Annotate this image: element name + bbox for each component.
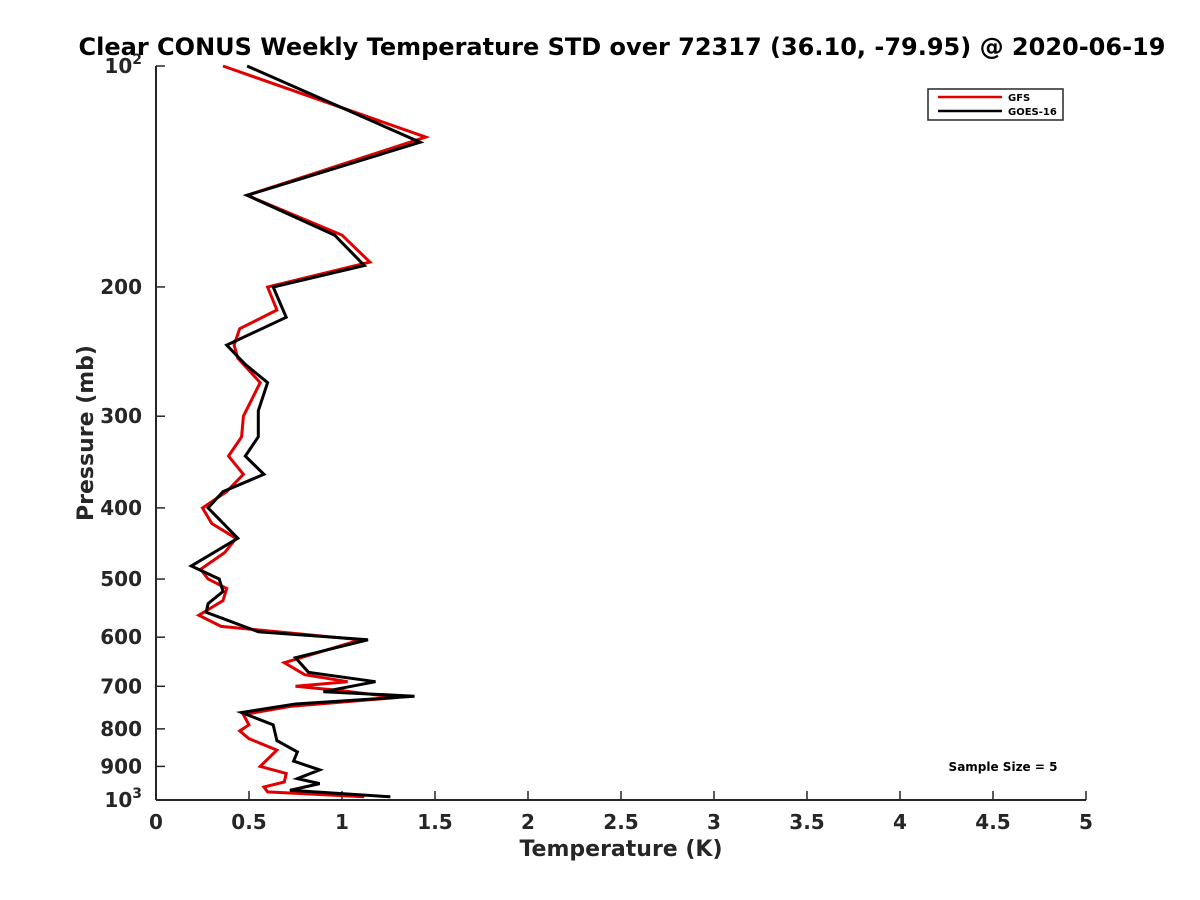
y-tick-label: 800 xyxy=(100,717,142,741)
series-line-gfs xyxy=(195,64,431,799)
x-tick-label: 3.5 xyxy=(789,810,824,834)
x-tick-label: 4.5 xyxy=(975,810,1010,834)
sample-size-note: Sample Size = 5 xyxy=(949,760,1058,774)
legend-box xyxy=(927,88,1064,121)
legend-label-goes16: GOES-16 xyxy=(1008,107,1057,118)
x-tick-label: 0 xyxy=(149,810,163,834)
plot-axes xyxy=(155,66,1086,801)
x-tick-label: 2.5 xyxy=(603,810,638,834)
legend: GFS GOES-16 xyxy=(927,88,1064,121)
y-tick-label: 103 xyxy=(104,786,142,812)
y-tick-label: 600 xyxy=(100,625,142,649)
y-tick-label: 102 xyxy=(104,52,142,78)
y-tick-label: 400 xyxy=(100,496,142,520)
y-axis-label: Pressure (mb) xyxy=(74,345,99,521)
x-axis-ticks: 0 0.5 1 1.5 2 2.5 3 3.5 4 4.5 5 xyxy=(149,791,1093,834)
series-layer xyxy=(188,64,431,799)
x-tick-label: 3 xyxy=(707,810,721,834)
series-line-goes16 xyxy=(188,64,425,799)
legend-label-gfs: GFS xyxy=(1008,93,1030,104)
y-axis-ticks: 102 200 300 400 500 600 700 800 900 103 xyxy=(100,52,165,812)
y-tick-label: 500 xyxy=(100,567,142,591)
y-tick-label: 700 xyxy=(100,674,142,698)
x-tick-label: 2 xyxy=(521,810,535,834)
x-tick-label: 1 xyxy=(335,810,349,834)
x-tick-label: 1.5 xyxy=(417,810,452,834)
y-tick-label: 200 xyxy=(100,275,142,299)
y-tick-label: 900 xyxy=(100,754,142,778)
y-tick-label: 300 xyxy=(100,404,142,428)
chart-title: Clear CONUS Weekly Temperature STD over … xyxy=(79,33,1166,61)
x-axis-label: Temperature (K) xyxy=(519,837,722,862)
x-tick-label: 4 xyxy=(893,810,907,834)
x-tick-label: 0.5 xyxy=(231,810,266,834)
x-tick-label: 5 xyxy=(1079,810,1093,834)
